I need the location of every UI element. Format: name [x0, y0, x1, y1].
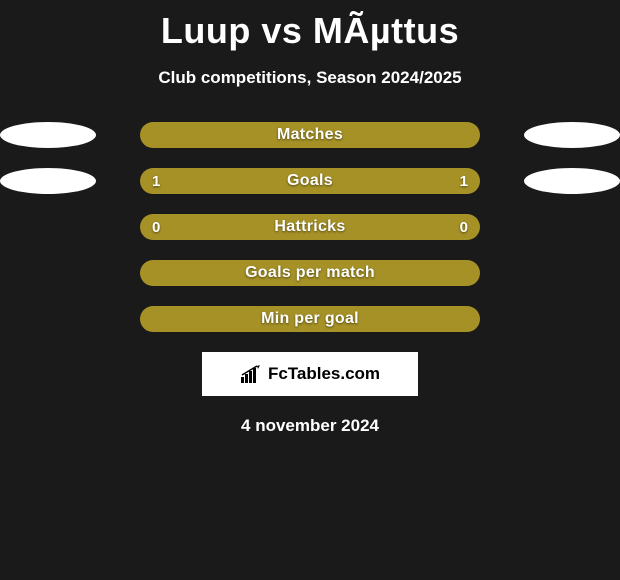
stat-row-min-per-goal: Min per goal — [0, 306, 620, 332]
stat-bar-min-per-goal: Min per goal — [140, 306, 480, 332]
stat-label: Min per goal — [261, 310, 359, 328]
stat-bar-goals-per-match: Goals per match — [140, 260, 480, 286]
stat-row-hattricks: 0 Hattricks 0 — [0, 214, 620, 240]
subtitle: Club competitions, Season 2024/2025 — [0, 68, 620, 88]
stat-value-left: 1 — [152, 173, 160, 190]
date-text: 4 november 2024 — [0, 416, 620, 436]
player-avatar-left — [0, 122, 96, 148]
stat-row-goals: 1 Goals 1 — [0, 168, 620, 194]
logo-block[interactable]: FcTables.com — [202, 352, 418, 396]
stat-bar-hattricks: 0 Hattricks 0 — [140, 214, 480, 240]
stat-label: Goals — [287, 172, 333, 190]
stat-value-right: 1 — [460, 173, 468, 190]
stats-container: Matches 1 Goals 1 0 Hattricks 0 Goals pe… — [0, 122, 620, 332]
page-title: Luup vs MÃµttus — [0, 0, 620, 52]
stat-row-matches: Matches — [0, 122, 620, 148]
stat-bar-matches: Matches — [140, 122, 480, 148]
stat-value-left: 0 — [152, 219, 160, 236]
player-avatar-right — [524, 168, 620, 194]
stat-label: Hattricks — [274, 218, 345, 236]
stat-label: Matches — [277, 126, 343, 144]
player-avatar-right — [524, 122, 620, 148]
stat-row-goals-per-match: Goals per match — [0, 260, 620, 286]
logo-text: FcTables.com — [268, 364, 380, 384]
player-avatar-left — [0, 168, 96, 194]
stat-value-right: 0 — [460, 219, 468, 236]
chart-icon — [240, 365, 262, 383]
stat-label: Goals per match — [245, 264, 375, 282]
stat-bar-goals: 1 Goals 1 — [140, 168, 480, 194]
